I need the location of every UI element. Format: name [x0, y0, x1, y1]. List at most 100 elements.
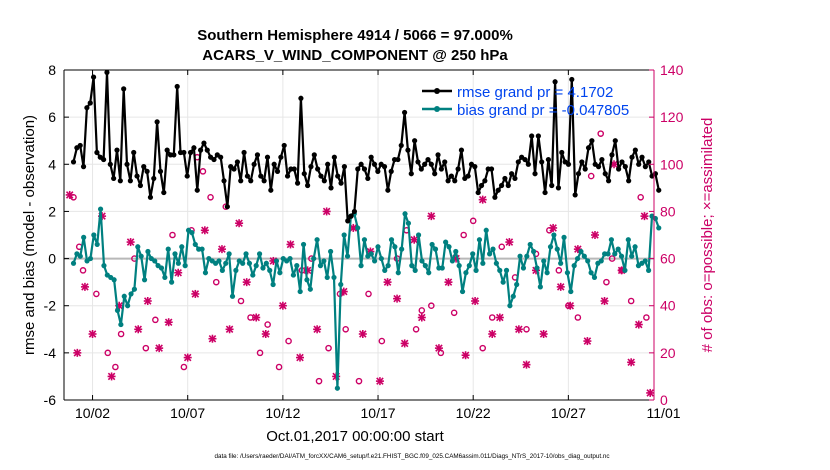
obs-possible-point [365, 290, 372, 298]
bias-point [585, 258, 591, 264]
rmse-point [104, 69, 110, 75]
rmse-point [218, 154, 224, 160]
obs-assimilated-point [583, 337, 592, 346]
bias-point [646, 267, 652, 273]
rmse-point [298, 95, 304, 101]
rmse-point [221, 178, 227, 184]
bias-point [189, 230, 195, 236]
rmse-point [131, 149, 137, 156]
bias-point [202, 270, 209, 276]
rmse-point [281, 142, 287, 149]
obs-possible-point [450, 309, 458, 317]
rmse-point [345, 218, 351, 224]
bias-point [537, 284, 543, 290]
bias-point [246, 260, 253, 266]
obs-possible-point [479, 344, 487, 352]
bias-point [612, 251, 618, 257]
bias-point [328, 248, 334, 255]
bias-point [314, 237, 320, 243]
bias-point [229, 293, 236, 299]
bias-point [503, 267, 510, 273]
obs-possible-point [142, 344, 150, 352]
axis-ticks: 10/02 10/07 10/12 10/17 10/22 10/27 11/01 -6 -4 -… [44, 62, 684, 421]
obs-assimilated-point [191, 289, 200, 298]
rmse-point [408, 171, 414, 177]
obs-assimilated-point [73, 348, 82, 357]
bias-point [371, 258, 378, 264]
rmse-point [184, 173, 190, 179]
bias-point [439, 265, 445, 271]
bias-point [114, 307, 121, 314]
obs-possible-point [199, 168, 207, 175]
y-right-tick-label: 0 [660, 392, 668, 408]
bias-point [368, 251, 374, 257]
bias-point [656, 225, 662, 231]
rmse-point [157, 168, 164, 174]
rmse-point [161, 189, 167, 196]
rmse-point [308, 164, 314, 170]
obs-assimilated-point [164, 318, 173, 327]
rmse-point [582, 166, 588, 172]
bias-point [568, 288, 574, 295]
rmse-point [415, 159, 421, 165]
bias-point [341, 232, 347, 238]
rmse-point [117, 178, 123, 184]
y-right-tick-label: 140 [660, 62, 684, 78]
bias-point [97, 206, 104, 212]
obs-assimilated-point [155, 344, 164, 353]
obs-assimilated-point [322, 207, 331, 216]
obs-assimilated-point [566, 301, 575, 310]
rmse-point [371, 161, 378, 167]
x-tick-label: 11/01 [647, 405, 681, 421]
y-axis-left-label: rmse and bias (model - observation) [21, 115, 38, 355]
bias-point [388, 237, 395, 243]
bias-point [426, 270, 432, 276]
obs-assimilated-point [427, 212, 436, 221]
rmse-point [111, 175, 117, 182]
bias-point [378, 255, 384, 262]
rmse-point [545, 156, 551, 163]
obs-possible-point [207, 193, 214, 201]
obs-possible-point [608, 255, 616, 262]
footnote: data file: /Users/raeder/DAI/ATM_forcXX/… [214, 453, 609, 460]
obs-assimilated-point [591, 231, 599, 239]
rmse-point [412, 138, 418, 144]
bias-point [162, 274, 168, 281]
obs-assimilated-point [134, 325, 143, 334]
bias-point [382, 267, 388, 273]
rmse-point [455, 166, 461, 172]
obs-possible-point [264, 321, 271, 328]
rmse-point [90, 74, 97, 80]
rmse-point [191, 145, 197, 151]
bias-point [608, 237, 614, 243]
obs-possible-point [104, 349, 112, 357]
bias-point [615, 246, 621, 252]
bias-point [344, 253, 351, 259]
legend-bias-marker [434, 106, 440, 112]
y-right-tick-label: 100 [660, 156, 684, 172]
obs-assimilated-point [65, 190, 74, 199]
bias-point [541, 258, 547, 264]
rmse-point [438, 166, 444, 172]
rmse-point [181, 149, 187, 156]
bias-point [625, 237, 631, 243]
rmse-point [321, 178, 327, 184]
bias-point [524, 253, 530, 259]
bias-point [554, 246, 560, 252]
bias-point [514, 281, 520, 288]
obs-possible-point [315, 377, 323, 385]
legend-rmse-marker [434, 88, 440, 94]
rmse-point [575, 171, 582, 177]
bias-point [497, 267, 503, 273]
x-tick-label: 10/07 [170, 405, 205, 421]
rmse-point [114, 147, 120, 153]
obs-assimilated-point [444, 278, 453, 287]
rmse-point [612, 138, 618, 144]
bias-point [128, 291, 134, 297]
rmse-point [401, 109, 408, 116]
bias-point [263, 260, 269, 266]
bias-point [192, 241, 198, 248]
bias-point [311, 255, 317, 262]
bias-point [169, 279, 175, 285]
